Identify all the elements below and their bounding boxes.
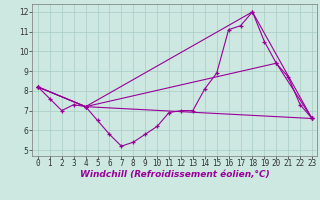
X-axis label: Windchill (Refroidissement éolien,°C): Windchill (Refroidissement éolien,°C) [80, 170, 269, 179]
